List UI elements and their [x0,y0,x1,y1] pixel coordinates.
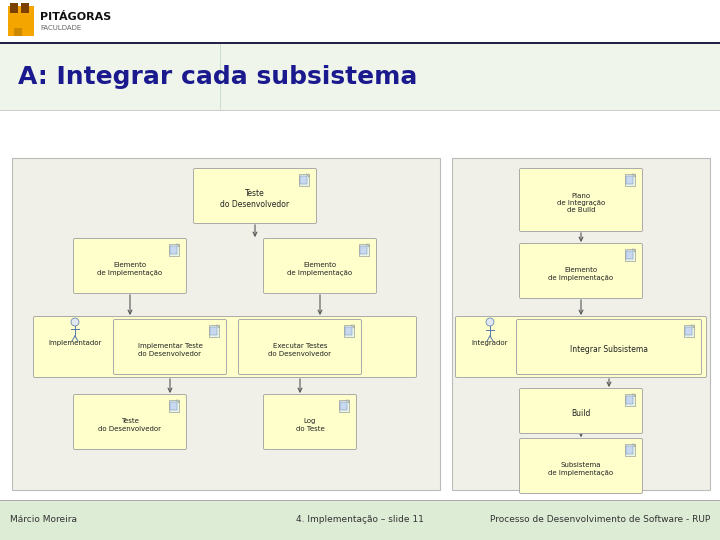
FancyBboxPatch shape [520,388,642,434]
Circle shape [486,318,494,326]
Polygon shape [176,400,179,403]
Bar [344,325,354,337]
Polygon shape [176,244,179,247]
Text: Implementar Teste
do Desenvolvedor: Implementar Teste do Desenvolvedor [138,343,202,357]
Bar [685,327,692,335]
FancyBboxPatch shape [73,395,186,449]
Text: Processo de Desenvolvimento de Software - RUP: Processo de Desenvolvimento de Software … [490,516,710,524]
Bar [209,325,219,337]
Text: Integrar Subsistema: Integrar Subsistema [570,346,648,354]
Polygon shape [351,325,354,328]
FancyBboxPatch shape [264,239,377,294]
Bar [360,246,367,254]
Bar [339,400,349,412]
Bar [299,174,309,186]
Text: Elemento
de Implementação: Elemento de Implementação [97,262,163,276]
Text: Build: Build [571,409,590,418]
Bar [626,446,633,454]
Text: Subsistema
de Implementação: Subsistema de Implementação [549,462,613,476]
Bar [14,28,22,36]
Text: Márcio Moreira: Márcio Moreira [10,516,77,524]
FancyBboxPatch shape [114,320,227,375]
Bar [625,394,635,406]
Bar [0,42,720,44]
Bar [21,3,29,13]
Text: Teste
do Desenvolvedor: Teste do Desenvolvedor [220,189,289,209]
Bar [345,327,352,335]
Text: 4. Implementação – slide 11: 4. Implementação – slide 11 [296,516,424,524]
Bar [359,244,369,256]
Bar [626,251,633,259]
Circle shape [71,318,79,326]
Polygon shape [691,325,694,328]
FancyBboxPatch shape [73,239,186,294]
Polygon shape [632,249,635,252]
Bar [0,0,720,42]
FancyBboxPatch shape [194,168,317,224]
Bar [210,327,217,335]
Text: Implementador: Implementador [48,340,102,346]
FancyBboxPatch shape [516,320,701,375]
FancyBboxPatch shape [238,320,361,375]
Text: PITÁGORAS: PITÁGORAS [40,12,112,22]
Text: Elemento
de Implementação: Elemento de Implementação [549,267,613,281]
FancyBboxPatch shape [520,168,642,232]
Text: Teste
do Desenvolvedor: Teste do Desenvolvedor [99,418,161,432]
Polygon shape [632,174,635,177]
Bar [626,396,633,404]
Bar [0,500,720,540]
FancyBboxPatch shape [264,395,356,449]
Polygon shape [632,444,635,447]
Text: A: Integrar cada subsistema: A: Integrar cada subsistema [18,65,418,89]
Text: Executar Testes
do Desenvolvedor: Executar Testes do Desenvolvedor [269,343,331,357]
Polygon shape [306,174,309,177]
Bar [170,246,177,254]
FancyBboxPatch shape [456,316,706,377]
FancyBboxPatch shape [520,244,642,299]
Bar [340,402,347,410]
Bar [10,3,18,13]
Bar [626,176,633,184]
Bar [169,244,179,256]
Bar [625,174,635,186]
Bar [684,325,694,337]
Bar [0,110,720,111]
Text: Elemento
de Implementação: Elemento de Implementação [287,262,353,276]
Polygon shape [216,325,219,328]
Text: Plano
de Integração
de Build: Plano de Integração de Build [557,192,605,213]
FancyBboxPatch shape [34,316,416,377]
Bar [300,176,307,184]
Bar [220,44,221,110]
Polygon shape [346,400,349,403]
Bar [625,444,635,456]
Bar [0,500,720,501]
Bar [8,6,34,36]
FancyBboxPatch shape [520,438,642,494]
Bar [452,158,710,490]
Text: FACULDADE: FACULDADE [40,25,81,31]
Bar [0,44,720,110]
Polygon shape [632,394,635,397]
Bar [170,402,177,410]
Bar [625,249,635,261]
Bar [12,158,440,490]
Bar [169,400,179,412]
Text: Integrador: Integrador [472,340,508,346]
Polygon shape [366,244,369,247]
Text: Log
do Teste: Log do Teste [296,418,325,432]
